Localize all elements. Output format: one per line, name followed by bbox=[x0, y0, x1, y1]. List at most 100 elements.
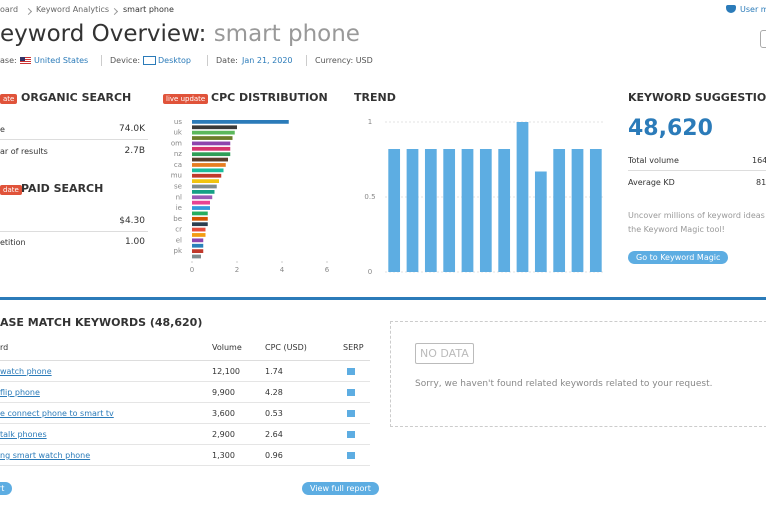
bar bbox=[461, 149, 474, 272]
x-tick-label: 0 bbox=[190, 266, 194, 274]
related-box bbox=[390, 321, 766, 427]
bar bbox=[192, 130, 235, 135]
breadcrumb-item: smart phone bbox=[123, 5, 174, 14]
badge: date bbox=[0, 185, 22, 195]
cell: 0.96 bbox=[265, 451, 283, 460]
separator bbox=[0, 297, 766, 300]
bar bbox=[589, 149, 602, 272]
bar bbox=[516, 122, 529, 272]
column-header: SERP bbox=[343, 343, 364, 352]
header-button[interactable] bbox=[760, 30, 766, 48]
row-line bbox=[0, 381, 370, 382]
serp-icon[interactable] bbox=[347, 431, 355, 438]
section-title: PAID SEARCH bbox=[21, 182, 104, 195]
bar bbox=[192, 233, 206, 237]
category-label: ie bbox=[176, 204, 182, 212]
cell: 1.74 bbox=[265, 367, 283, 376]
serp-icon[interactable] bbox=[347, 368, 355, 375]
bar bbox=[192, 152, 231, 157]
row-value: 74.0K bbox=[119, 124, 145, 134]
bar bbox=[192, 249, 204, 253]
y-tick-label: 0.5 bbox=[364, 193, 375, 201]
filter-value[interactable]: United States bbox=[34, 56, 89, 65]
filter-currency: Currency: USD bbox=[315, 56, 373, 65]
title-text: eyword Overview: bbox=[0, 21, 207, 47]
keyword-magic-button[interactable]: Go to Keyword Magic bbox=[628, 251, 729, 264]
cell: 9,900 bbox=[212, 388, 235, 397]
bar bbox=[534, 171, 547, 272]
section-title: ORGANIC SEARCH bbox=[21, 91, 132, 104]
filter-value[interactable]: Desktop bbox=[158, 56, 191, 65]
breadcrumb-item[interactable]: oard bbox=[0, 5, 19, 14]
row-line bbox=[0, 444, 370, 445]
category-label: el bbox=[176, 236, 182, 244]
bar bbox=[192, 227, 206, 232]
bar bbox=[192, 168, 224, 173]
y-tick-label: 1 bbox=[368, 118, 372, 126]
bar bbox=[192, 179, 219, 183]
flag bbox=[20, 57, 31, 64]
keyword-link[interactable]: e connect phone to smart tv bbox=[0, 409, 114, 418]
suggestion-count: 48,620 bbox=[628, 116, 713, 141]
badge: ate bbox=[0, 94, 18, 104]
serp-icon[interactable] bbox=[347, 389, 355, 396]
bar bbox=[192, 195, 213, 200]
row-value: 164 bbox=[752, 156, 766, 165]
row-line bbox=[0, 423, 370, 424]
bar bbox=[479, 149, 492, 272]
export-button[interactable]: rt bbox=[0, 482, 13, 495]
bar bbox=[192, 243, 204, 248]
filter-label: Device: bbox=[110, 56, 141, 65]
filter-label: Date: bbox=[216, 56, 238, 65]
bar bbox=[192, 216, 208, 221]
category-label: nz bbox=[174, 150, 182, 158]
column-header: Volume bbox=[212, 343, 242, 352]
serp-icon[interactable] bbox=[347, 452, 355, 459]
row-line bbox=[0, 402, 370, 403]
filter-label: ase: bbox=[0, 56, 17, 65]
badge: live update bbox=[163, 94, 209, 104]
keyword: smart phone bbox=[213, 21, 360, 47]
breadcrumb-item[interactable]: Keyword Analytics bbox=[36, 5, 110, 14]
bar bbox=[498, 149, 511, 272]
keyword-link[interactable]: watch phone bbox=[0, 367, 52, 376]
category-label: uk bbox=[174, 129, 183, 137]
keyword-link[interactable]: talk phones bbox=[0, 430, 47, 439]
chart-title: TREND bbox=[354, 91, 396, 104]
row-value: $4.30 bbox=[119, 216, 145, 226]
bar bbox=[553, 149, 566, 272]
cell: 12,100 bbox=[212, 367, 240, 376]
bar bbox=[424, 149, 437, 272]
chart-title: CPC DISTRIBUTION bbox=[211, 91, 328, 104]
row-line bbox=[0, 231, 148, 232]
category-label: nl bbox=[176, 193, 182, 201]
category-label: pk bbox=[174, 247, 183, 255]
row-label: etition bbox=[0, 238, 26, 247]
filter-value[interactable]: Jan 21, 2020 bbox=[242, 56, 293, 65]
view-full-button[interactable]: View full report bbox=[302, 482, 379, 495]
keyword-link[interactable]: flip phone bbox=[0, 388, 40, 397]
bar bbox=[192, 211, 208, 216]
bar bbox=[571, 149, 584, 272]
desktop-icon bbox=[143, 56, 156, 65]
row-label: e bbox=[0, 125, 5, 134]
user-link[interactable]: User m bbox=[740, 5, 766, 14]
x-tick-label: 4 bbox=[280, 266, 285, 274]
keyword-link[interactable]: ng smart watch phone bbox=[0, 451, 91, 460]
category-label: be bbox=[173, 215, 182, 223]
row-line bbox=[0, 360, 370, 361]
bar bbox=[388, 149, 401, 272]
serp-icon[interactable] bbox=[347, 410, 355, 417]
cell: 3,600 bbox=[212, 409, 235, 418]
divider bbox=[207, 55, 208, 66]
flag-canton bbox=[20, 57, 25, 61]
promo-text: the Keyword Magic tool! bbox=[628, 225, 725, 234]
section-title: KEYWORD SUGGESTIONS bbox=[628, 91, 766, 104]
related-message: Sorry, we haven't found related keywords… bbox=[415, 379, 713, 389]
cell: 1,300 bbox=[212, 451, 235, 460]
bar bbox=[192, 190, 215, 194]
bar bbox=[192, 173, 222, 178]
x-tick-label: 6 bbox=[325, 266, 330, 274]
